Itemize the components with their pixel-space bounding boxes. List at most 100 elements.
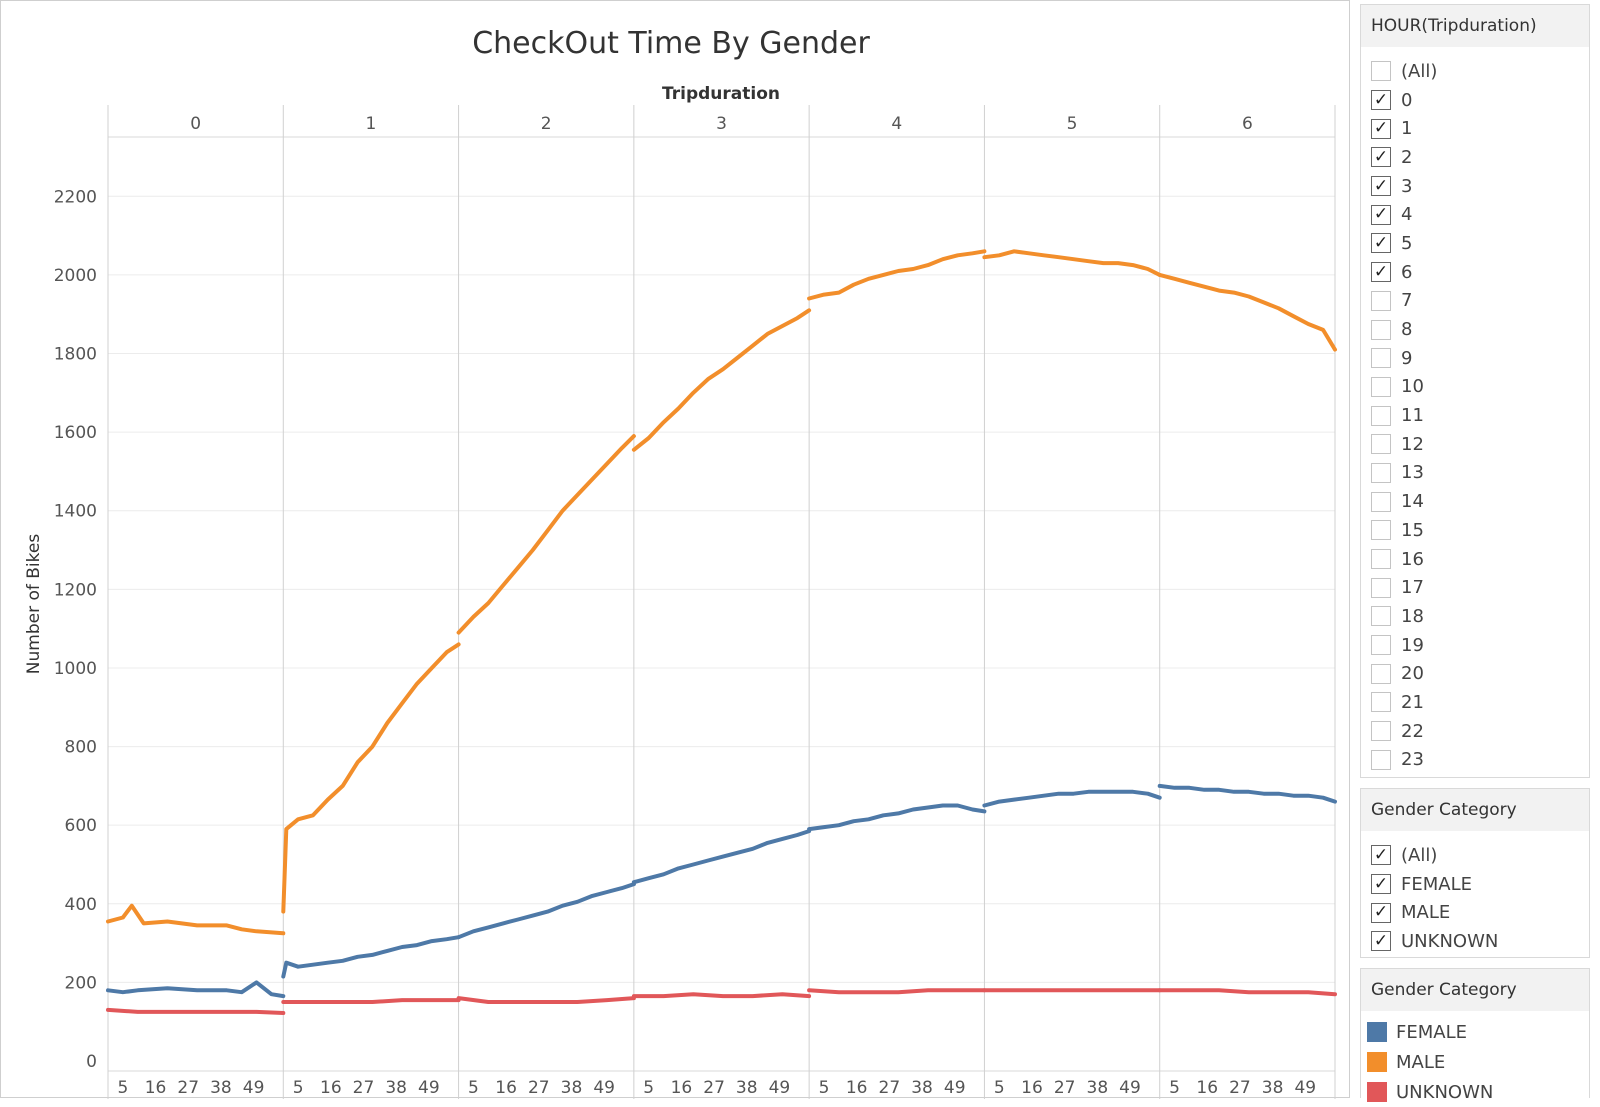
checkbox-unchecked-icon[interactable] [1371,749,1391,770]
x-tick-label: 38 [210,1078,232,1098]
hour-filter-option-label: 15 [1401,519,1424,541]
x-tick-label: 38 [561,1078,583,1098]
hour-filter-option[interactable]: ✓ 2 [1361,143,1589,172]
legend-swatch [1367,1052,1387,1072]
x-tick-label: 49 [243,1078,265,1098]
x-tick-label: 27 [528,1078,550,1098]
x-tick-label: 27 [177,1078,199,1098]
panel-label: 4 [891,114,902,134]
x-tick-label: 49 [769,1078,791,1098]
checkbox-unchecked-icon[interactable] [1371,606,1391,627]
checkbox-checked-icon[interactable]: ✓ [1371,931,1391,952]
series-line-male [982,249,1162,277]
hour-filter-option[interactable]: ✓ 0 [1361,86,1589,115]
hour-filter-option-label: 2 [1401,146,1413,168]
checkbox-checked-icon[interactable]: ✓ [1371,233,1391,254]
hour-filter-option[interactable]: 16 [1361,545,1589,574]
series-line-unknown [807,988,987,995]
hour-filter-option[interactable]: ✓ 5 [1361,229,1589,258]
y-tick-label: 1600 [54,423,97,443]
checkbox-unchecked-icon[interactable] [1371,462,1391,483]
hour-filter-option[interactable]: (All) [1361,57,1589,86]
hour-filter-option[interactable]: 19 [1361,631,1589,660]
checkbox-unchecked-icon[interactable] [1371,549,1391,570]
checkbox-unchecked-icon[interactable] [1371,376,1391,397]
checkbox-unchecked-icon[interactable] [1371,721,1391,742]
checkbox-unchecked-icon[interactable] [1371,577,1391,598]
hour-filter-option-label: (All) [1401,60,1438,82]
gender-filter-option[interactable]: ✓ UNKNOWN [1361,927,1589,956]
gender-filter-option[interactable]: ✓ (All) [1361,841,1589,870]
hour-filter-option[interactable]: 20 [1361,659,1589,688]
hour-filter-option[interactable]: 22 [1361,717,1589,746]
hour-filter-option[interactable]: 21 [1361,688,1589,717]
checkbox-unchecked-icon[interactable] [1371,491,1391,512]
line-chart: CheckOut Time By Gender Tripduration Numbe… [24,26,1337,1099]
checkbox-checked-icon[interactable]: ✓ [1371,118,1391,139]
checkbox-unchecked-icon[interactable] [1371,348,1391,369]
panel-label: 3 [716,114,727,134]
checkbox-checked-icon[interactable]: ✓ [1371,176,1391,197]
hour-filter-option[interactable]: 12 [1361,430,1589,459]
checkbox-checked-icon[interactable]: ✓ [1371,147,1391,168]
series-line-unknown [106,1007,286,1015]
gender-filter-panel: Gender Category ✓ (All) ✓ FEMALE ✓ MALE ✓ UNKNO… [1360,788,1590,958]
x-tick-label: 38 [385,1078,407,1098]
gender-filter-option[interactable]: ✓ MALE [1361,898,1589,927]
checkbox-checked-icon[interactable]: ✓ [1371,262,1391,283]
checkbox-checked-icon[interactable]: ✓ [1371,902,1391,923]
checkbox-unchecked-icon[interactable] [1371,61,1391,82]
hour-filter-option[interactable]: 18 [1361,602,1589,631]
checkbox-unchecked-icon[interactable] [1371,405,1391,426]
checkbox-unchecked-icon[interactable] [1371,520,1391,541]
checkbox-checked-icon[interactable]: ✓ [1371,874,1391,895]
hour-filter-option[interactable]: ✓ 3 [1361,172,1589,201]
hour-filter-option[interactable]: ✓ 6 [1361,258,1589,287]
checkbox-unchecked-icon[interactable] [1371,434,1391,455]
checkbox-unchecked-icon[interactable] [1371,290,1391,311]
checkbox-checked-icon[interactable]: ✓ [1371,204,1391,225]
legend-items: FEMALE MALE UNKNOWN [1361,1011,1589,1107]
legend-label: FEMALE [1396,1021,1467,1043]
hour-filter-option[interactable]: 13 [1361,459,1589,488]
checkbox-unchecked-icon[interactable] [1371,692,1391,713]
hour-filter-option-label: 4 [1401,204,1413,226]
hour-filter-option-label: 9 [1401,347,1413,369]
checkbox-unchecked-icon[interactable] [1371,663,1391,684]
legend-label: MALE [1396,1051,1446,1073]
y-tick-label: 1400 [54,502,97,522]
hour-filter-option[interactable]: ✓ 1 [1361,114,1589,143]
hour-filter-option[interactable]: 14 [1361,487,1589,516]
y-tick-label: 2000 [54,266,97,286]
checkbox-unchecked-icon[interactable] [1371,635,1391,656]
hour-filter-option[interactable]: 15 [1361,516,1589,545]
hour-filter-option-label: 13 [1401,462,1424,484]
checkbox-checked-icon[interactable]: ✓ [1371,845,1391,866]
series-line-female [456,882,636,940]
series-line-female [106,980,286,999]
hour-filter-option[interactable]: 8 [1361,315,1589,344]
hour-filter-option[interactable]: ✓ 4 [1361,200,1589,229]
y-tick-label: 1200 [54,580,97,600]
legend-item[interactable]: UNKNOWN [1361,1077,1589,1107]
x-tick-label: 16 [495,1078,517,1098]
gender-filter-title: Gender Category [1361,789,1589,831]
hour-filter-option[interactable]: 7 [1361,287,1589,316]
legend-item[interactable]: FEMALE [1361,1017,1589,1047]
hour-filter-option[interactable]: 9 [1361,344,1589,373]
series-line-male [631,308,812,452]
series-line-male [281,642,461,914]
checkbox-checked-icon[interactable]: ✓ [1371,90,1391,111]
checkbox-unchecked-icon[interactable] [1371,319,1391,340]
x-tick-label: 49 [944,1078,966,1098]
hour-filter-option[interactable]: 10 [1361,373,1589,402]
panel-label: 2 [541,114,552,134]
chart-title: CheckOut Time By Gender [472,26,870,61]
x-tick-label: 49 [593,1078,615,1098]
gender-filter-option[interactable]: ✓ FEMALE [1361,870,1589,899]
series-line-female [1157,783,1337,804]
hour-filter-option[interactable]: 23 [1361,746,1589,775]
hour-filter-option[interactable]: 17 [1361,573,1589,602]
legend-item[interactable]: MALE [1361,1047,1589,1077]
hour-filter-option[interactable]: 11 [1361,401,1589,430]
